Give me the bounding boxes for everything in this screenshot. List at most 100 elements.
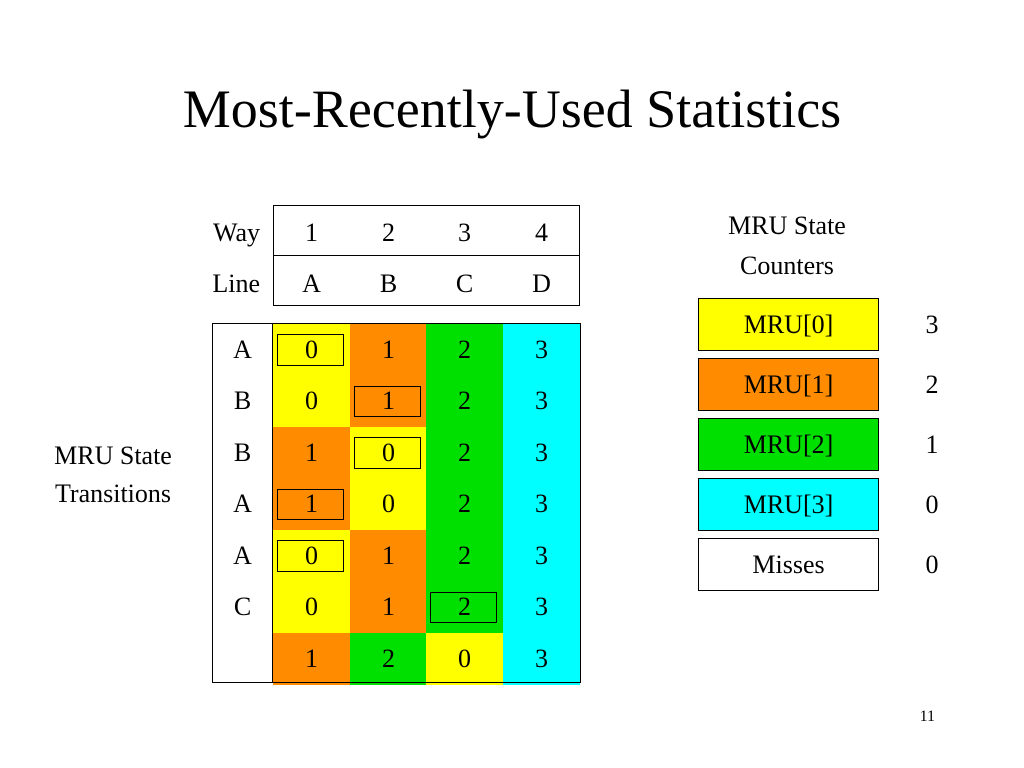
mru-state-value: 0 bbox=[305, 334, 318, 364]
counter-label-box: MRU[1] bbox=[698, 358, 879, 411]
mru-state-cell: 3 bbox=[503, 478, 580, 530]
mru-state-value: 0 bbox=[458, 643, 471, 673]
mru-state-value: 1 bbox=[382, 592, 395, 622]
counters-title-line: Counters bbox=[740, 251, 834, 280]
mru-state-value: 1 bbox=[382, 540, 395, 570]
mru-state-cell: 3 bbox=[503, 581, 580, 633]
mru-state-value: 2 bbox=[458, 540, 471, 570]
mru-state-cell: 0 bbox=[273, 581, 350, 633]
line-name: C bbox=[455, 269, 474, 298]
line-name: A bbox=[302, 269, 321, 298]
mru-state-cell: 1 bbox=[350, 530, 427, 582]
mru-state-cell: 3 bbox=[503, 427, 580, 479]
mru-state-value: 1 bbox=[382, 334, 395, 364]
line-name: B bbox=[379, 269, 398, 298]
accessed-way-highlight bbox=[354, 385, 421, 417]
row-line-label: B bbox=[233, 437, 252, 467]
mru-state-value: 2 bbox=[458, 592, 471, 622]
row-line-label: A bbox=[233, 540, 252, 570]
mru-state-cell: 0 bbox=[273, 375, 350, 427]
mru-state-value: 3 bbox=[535, 386, 548, 416]
mru-state-cell: 3 bbox=[503, 633, 580, 685]
mru-state-cell: 1 bbox=[273, 633, 350, 685]
counter-value: 3 bbox=[925, 310, 939, 339]
header-divider bbox=[273, 255, 580, 256]
counter-value: 1 bbox=[925, 430, 939, 459]
counter-label-box: MRU[2] bbox=[698, 418, 879, 471]
mru-state-cell: 2 bbox=[426, 375, 503, 427]
mru-state-cell: 0 bbox=[350, 427, 427, 479]
mru-state-value: 3 bbox=[535, 540, 548, 570]
mru-state-value: 1 bbox=[305, 437, 318, 467]
mru-state-value: 2 bbox=[458, 334, 471, 364]
mru-state-value: 1 bbox=[382, 386, 395, 416]
counters-title: MRU State Counters bbox=[690, 206, 884, 286]
mru-state-value: 0 bbox=[382, 437, 395, 467]
mru-state-cell: 0 bbox=[273, 324, 350, 376]
mru-state-value: 2 bbox=[382, 643, 395, 673]
mru-state-cell: 3 bbox=[503, 324, 580, 376]
mru-state-cell: 1 bbox=[350, 581, 427, 633]
accessed-way-highlight bbox=[277, 334, 344, 366]
transitions-label: MRU State Transitions bbox=[28, 437, 198, 513]
mru-state-value: 3 bbox=[535, 592, 548, 622]
mru-state-cell: 1 bbox=[350, 324, 427, 376]
mru-state-cell: 3 bbox=[503, 530, 580, 582]
mru-state-value: 1 bbox=[305, 643, 318, 673]
way-number: 4 bbox=[535, 218, 548, 247]
mru-state-cell: 3 bbox=[503, 375, 580, 427]
mru-state-value: 2 bbox=[458, 489, 471, 519]
accessed-way-highlight bbox=[277, 540, 344, 572]
mru-state-cell: 2 bbox=[426, 478, 503, 530]
grid-separator bbox=[272, 323, 273, 683]
line-name: D bbox=[532, 269, 551, 298]
counter-label-box: Misses bbox=[698, 538, 879, 591]
accessed-way-highlight bbox=[354, 437, 421, 469]
mru-state-cell: 1 bbox=[350, 375, 427, 427]
mru-state-cell: 1 bbox=[273, 478, 350, 530]
slide-title: Most-Recently-Used Statistics bbox=[182, 79, 842, 139]
mru-state-value: 3 bbox=[535, 489, 548, 519]
counter-value: 0 bbox=[925, 490, 939, 519]
counter-value: 0 bbox=[925, 550, 939, 579]
mru-state-cell: 2 bbox=[426, 530, 503, 582]
mru-state-cell: 2 bbox=[426, 581, 503, 633]
line-label: Line bbox=[212, 269, 260, 298]
mru-state-cell: 0 bbox=[350, 478, 427, 530]
row-line-label: B bbox=[233, 386, 252, 416]
row-line-label: A bbox=[233, 489, 252, 519]
row-line-label: C bbox=[233, 592, 252, 622]
mru-state-value: 0 bbox=[305, 386, 318, 416]
mru-state-value: 0 bbox=[305, 540, 318, 570]
way-label: Way bbox=[213, 218, 260, 247]
mru-state-value: 3 bbox=[535, 643, 548, 673]
mru-state-value: 2 bbox=[458, 386, 471, 416]
accessed-way-highlight bbox=[277, 488, 344, 520]
way-number: 1 bbox=[305, 218, 318, 247]
way-number: 2 bbox=[382, 218, 395, 247]
transitions-label-line: Transitions bbox=[54, 479, 172, 508]
counter-value: 2 bbox=[925, 370, 939, 399]
page-number: 11 bbox=[919, 708, 935, 725]
mru-state-value: 3 bbox=[535, 437, 548, 467]
mru-state-cell: 2 bbox=[426, 427, 503, 479]
accessed-way-highlight bbox=[430, 591, 497, 623]
mru-state-cell: 1 bbox=[273, 427, 350, 479]
mru-state-value: 0 bbox=[382, 489, 395, 519]
way-number: 3 bbox=[458, 218, 471, 247]
grid-outline bbox=[212, 323, 581, 683]
row-line-label: A bbox=[233, 334, 252, 364]
mru-state-cell: 0 bbox=[426, 633, 503, 685]
counters-title-line: MRU State bbox=[728, 211, 846, 240]
mru-state-cell: 2 bbox=[426, 324, 503, 376]
mru-state-cell: 0 bbox=[273, 530, 350, 582]
mru-state-cell: 2 bbox=[350, 633, 427, 685]
mru-state-value: 2 bbox=[458, 437, 471, 467]
transitions-label-line: MRU State bbox=[54, 441, 172, 470]
mru-state-value: 1 bbox=[305, 489, 318, 519]
counter-label-box: MRU[0] bbox=[698, 298, 879, 351]
mru-state-value: 3 bbox=[535, 334, 548, 364]
mru-state-value: 0 bbox=[305, 592, 318, 622]
counter-label-box: MRU[3] bbox=[698, 478, 879, 531]
